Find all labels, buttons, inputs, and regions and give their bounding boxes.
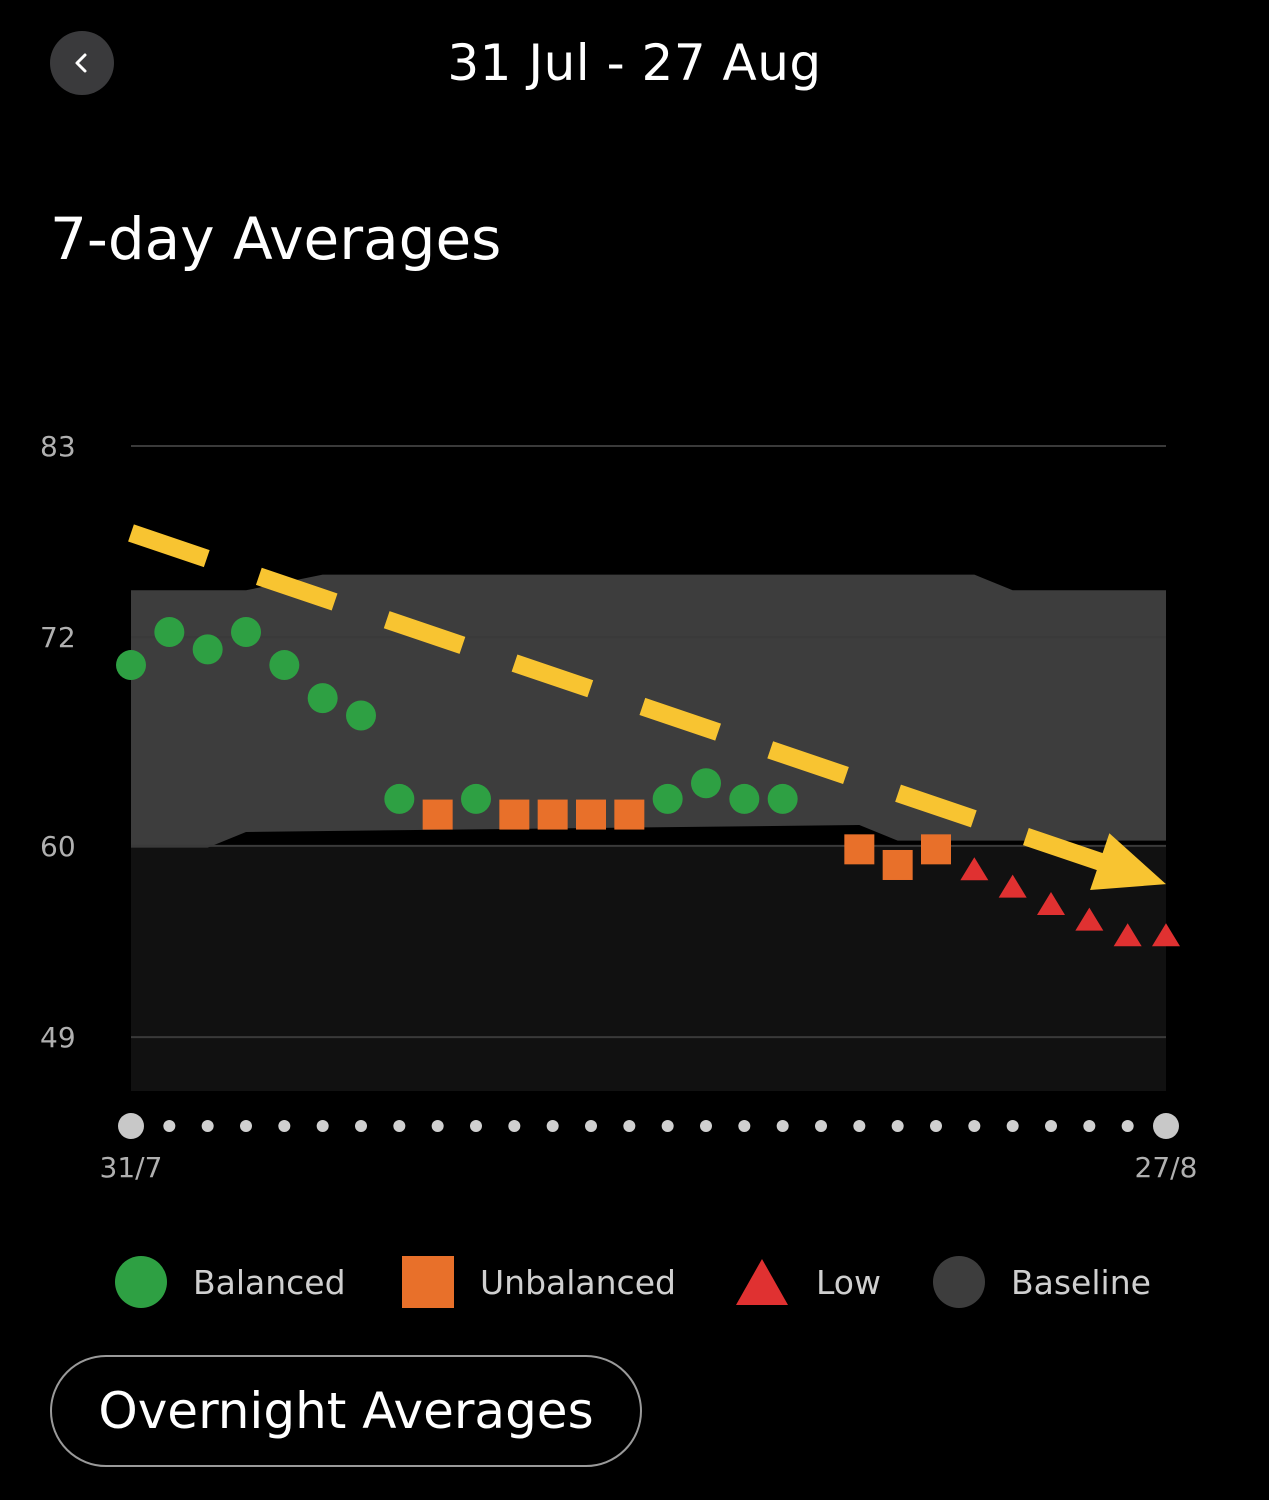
- x-axis-day-dot: [508, 1120, 521, 1132]
- x-axis-day-dot: [355, 1120, 367, 1132]
- data-point-low: [1113, 923, 1142, 947]
- x-axis-day-dot: [776, 1120, 789, 1132]
- x-axis-day-dot: [316, 1120, 329, 1132]
- x-axis-day-dot: [1006, 1120, 1019, 1132]
- overnight-averages-button[interactable]: Overnight Averages: [50, 1355, 642, 1467]
- data-point-balanced: [461, 783, 491, 814]
- back-button[interactable]: [50, 31, 114, 95]
- x-axis-day-dot: [118, 1113, 144, 1139]
- x-axis-day-dot: [1045, 1120, 1057, 1132]
- data-point-unbalanced: [844, 834, 875, 865]
- data-point-balanced: [691, 768, 721, 799]
- x-axis-day-dot: [585, 1120, 597, 1132]
- chart: 83 72 60 49 31/7 27/8: [40, 430, 1198, 1184]
- data-point-balanced: [307, 683, 338, 714]
- baseline-marker-icon: [933, 1256, 985, 1308]
- x-axis-day-dot: [1121, 1120, 1134, 1132]
- data-point-balanced: [346, 700, 376, 731]
- chevron-left-icon: [75, 53, 87, 73]
- date-range-title: 31 Jul - 27 Aug: [447, 34, 822, 92]
- x-axis-day-dot: [201, 1120, 214, 1132]
- data-point-low: [1075, 907, 1104, 931]
- x-axis-day-dot: [240, 1120, 252, 1132]
- x-axis-day-dot: [738, 1120, 751, 1132]
- data-point-balanced: [767, 783, 798, 814]
- data-point-balanced: [116, 650, 146, 681]
- x-axis-day-dot: [278, 1120, 291, 1132]
- data-point-balanced: [384, 783, 415, 814]
- x-axis-day-dot: [930, 1120, 942, 1132]
- low-marker-icon: [736, 1259, 788, 1305]
- data-point-unbalanced: [576, 799, 606, 830]
- legend-label-balanced: Balanced: [193, 1262, 346, 1302]
- data-point-low: [1152, 923, 1180, 947]
- data-point-low: [960, 857, 989, 881]
- balanced-marker-icon: [115, 1256, 167, 1308]
- chart-legend: Balanced Unbalanced Low Baseline: [0, 1250, 1269, 1314]
- section-title: 7-day Averages: [50, 205, 502, 273]
- legend-item-low: Low: [734, 1250, 881, 1314]
- x-axis-day-dot: [431, 1120, 444, 1132]
- data-point-balanced: [192, 634, 223, 665]
- data-point-unbalanced: [614, 799, 645, 830]
- x-axis-day-dot: [853, 1120, 866, 1132]
- x-axis-day-dot: [546, 1120, 559, 1132]
- legend-item-baseline: Baseline: [933, 1250, 1151, 1314]
- legend-label-baseline: Baseline: [1011, 1262, 1151, 1302]
- legend-label-low: Low: [816, 1262, 881, 1302]
- x-axis-day-dot: [470, 1120, 482, 1132]
- y-tick-label: 60: [40, 830, 76, 863]
- x-axis-day-dot: [815, 1120, 827, 1132]
- x-axis-day-dot: [623, 1120, 636, 1132]
- x-axis-day-dot: [661, 1120, 674, 1132]
- x-axis-day-dot: [968, 1120, 981, 1132]
- data-point-balanced: [269, 650, 300, 681]
- x-axis-day-dot: [393, 1120, 406, 1132]
- plot-lower-band: [131, 845, 1166, 1091]
- data-point-low: [1037, 891, 1065, 915]
- data-point-balanced: [729, 783, 760, 814]
- unbalanced-marker-icon: [402, 1256, 454, 1308]
- x-tick-label: 31/7: [100, 1151, 163, 1184]
- data-point-low: [998, 874, 1027, 898]
- data-point-unbalanced: [422, 799, 453, 830]
- data-point-unbalanced: [537, 799, 568, 830]
- legend-item-unbalanced: Unbalanced: [402, 1250, 676, 1314]
- x-axis-day-dot: [163, 1120, 176, 1132]
- y-tick-label: 49: [40, 1021, 76, 1054]
- data-point-unbalanced: [921, 834, 951, 865]
- x-axis-day-dot: [1153, 1113, 1179, 1139]
- x-axis-day-dot: [891, 1120, 904, 1132]
- x-axis-day-dot: [1083, 1120, 1096, 1132]
- legend-label-unbalanced: Unbalanced: [480, 1262, 676, 1302]
- legend-item-balanced: Balanced: [115, 1250, 346, 1314]
- trend-arrow-head-icon: [1090, 833, 1166, 891]
- trend-arrow-shaft: [128, 524, 1113, 874]
- x-axis-day-dot: [700, 1120, 712, 1132]
- data-point-balanced: [231, 617, 261, 648]
- data-point-balanced: [652, 783, 683, 814]
- data-point-unbalanced: [499, 799, 530, 830]
- y-tick-label: 72: [40, 621, 76, 654]
- x-tick-label: 27/8: [1135, 1151, 1198, 1184]
- data-point-unbalanced: [882, 849, 913, 880]
- y-tick-label: 83: [40, 430, 76, 463]
- data-point-balanced: [154, 617, 185, 648]
